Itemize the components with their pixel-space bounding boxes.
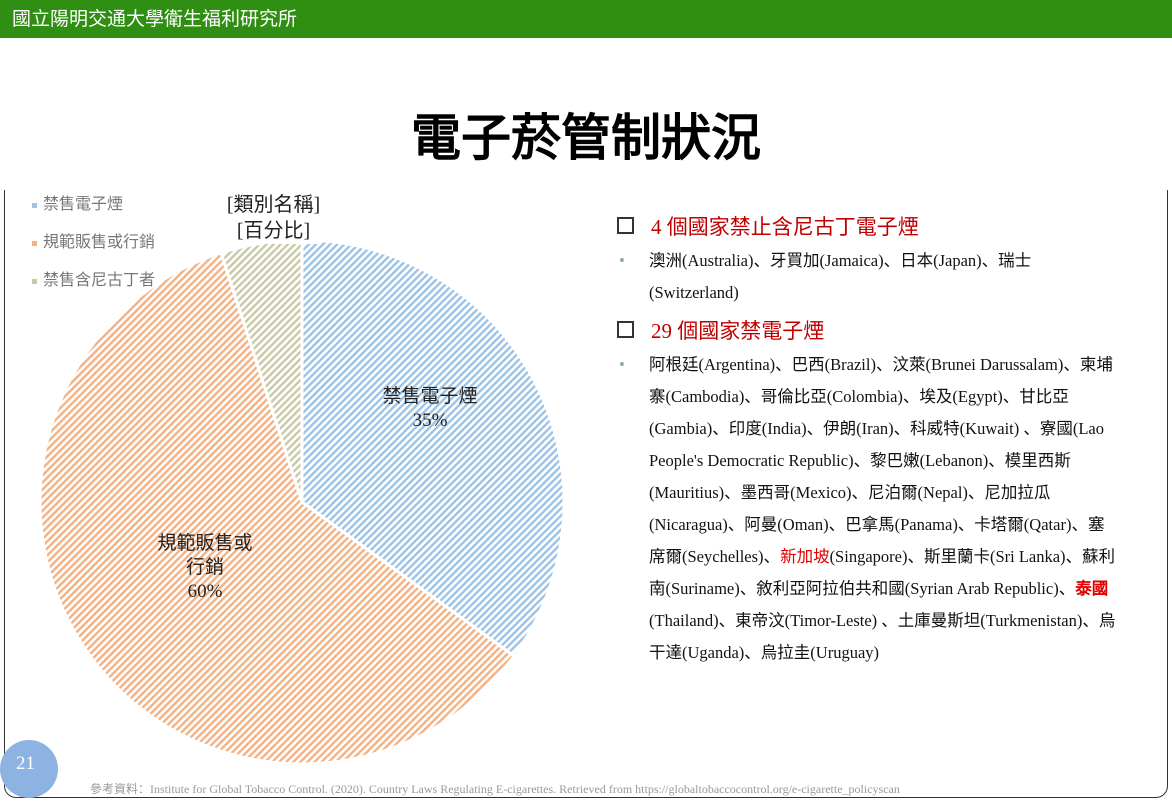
placeholder-label: [類別名稱] [百分比] (226, 192, 321, 244)
page-number: 21 (0, 740, 58, 798)
slice-category: 禁售電子煙 (382, 386, 478, 407)
heading: 4 個國家禁止含尼古丁電子煙 (615, 211, 1120, 241)
legend-entry: 禁售電子煙 (32, 190, 123, 214)
text: 澳洲(Australia)、牙買加(Jamaica)、日本(Japan)、瑞士 … (649, 251, 1032, 302)
pie-chart (38, 238, 566, 766)
highlight: 新加坡 (780, 547, 830, 566)
text: 阿根廷(Argentina)、巴西(Brazil)、汶萊(Brunei Daru… (649, 355, 1113, 566)
slice-label: 規範販售或行銷 60% (150, 532, 260, 604)
slice-value: 60% (187, 581, 223, 602)
pie-slice (38, 250, 517, 766)
slide-title: 電子菸管制狀況 (411, 110, 761, 166)
text-block: 4 個國家禁止含尼古丁電子煙 澳洲(Australia)、牙買加(Jamaica… (615, 205, 1120, 669)
footer: 參考資料：Institute for Global Tobacco Contro… (90, 782, 900, 796)
text: (Singapore)、斯里蘭卡(Sri Lanka)、蘇利南(Suriname… (649, 547, 1116, 598)
paragraph: 阿根廷(Argentina)、巴西(Brazil)、汶萊(Brunei Daru… (615, 349, 1120, 669)
institution: 國立陽明交通大學衛生福利研究所 (12, 8, 298, 30)
placeholder-text: [百分比] (236, 220, 311, 242)
legend-entry: 規範販售或行銷 (32, 228, 155, 252)
highlight: 泰國 (1075, 579, 1109, 598)
pie-slice (300, 238, 566, 659)
legend-label: 禁售電子煙 (43, 196, 124, 213)
legend-swatch (32, 240, 37, 246)
text: (Thailand)、東帝汶(Timor-Leste) 、土庫曼斯坦(Turkm… (649, 611, 1116, 662)
slice-value: 35% (412, 410, 448, 431)
slice-category: 規範販售或行銷 (157, 533, 253, 578)
placeholder-text: [類別名稱] (226, 194, 321, 216)
legend-swatch (32, 202, 37, 208)
legend-label: 禁售含尼古丁者 (43, 272, 156, 289)
heading: 29 個國家禁電子煙 (615, 315, 1120, 345)
frame (4, 190, 1168, 798)
legend-entry: 禁售含尼古丁者 (32, 266, 155, 290)
legend-label: 規範販售或行銷 (43, 234, 156, 251)
legend-swatch (32, 278, 37, 284)
header-bar: 國立陽明交通大學衛生福利研究所 (0, 0, 1172, 38)
paragraph: 澳洲(Australia)、牙買加(Jamaica)、日本(Japan)、瑞士 … (615, 245, 1120, 309)
slice-label: 禁售電子煙 35% (380, 385, 480, 433)
